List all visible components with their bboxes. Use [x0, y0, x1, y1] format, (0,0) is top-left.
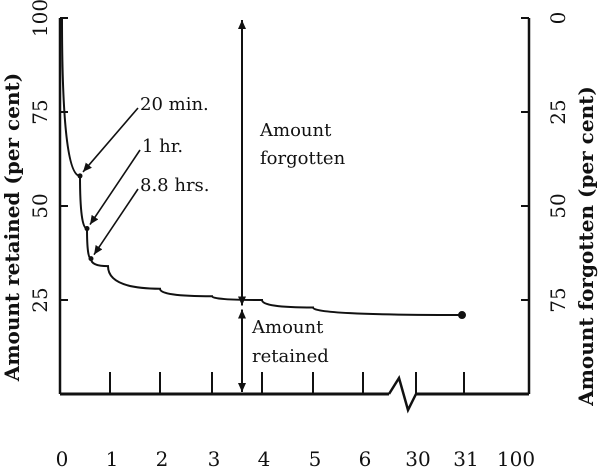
curve-end-marker [458, 311, 466, 320]
x-tick-label: 100 [497, 447, 535, 471]
x-axis-break [387, 374, 418, 414]
x-tick-label: 30 [405, 447, 430, 471]
annotation-retained-line2: retained [252, 346, 329, 367]
x-tick-label: 3 [208, 447, 221, 471]
y-tick-label-right: 25 [546, 99, 570, 124]
curve-point [84, 226, 90, 232]
y-axis-title-right: Amount forgotten (per cent) [574, 86, 598, 407]
annotation-forgotten-line1: Amount [259, 120, 332, 141]
x-tick-label: 31 [453, 447, 478, 471]
annotation-forgotten-line2: forgotten [260, 148, 346, 169]
y-tick-label-left: 25 [28, 287, 52, 312]
y-tick-label-left: 75 [28, 99, 52, 124]
point-arrow [93, 188, 139, 256]
y-tick-label-left: 50 [28, 193, 52, 218]
x-tick-label: 5 [309, 447, 322, 471]
labels-layer: Amount retained (per cent) Amount forgott… [0, 73, 598, 407]
point-label: 8.8 hrs. [140, 175, 210, 196]
curve-point [88, 256, 94, 262]
point-label: 20 min. [140, 94, 209, 115]
y-tick-label-right: 50 [546, 193, 570, 218]
arrows-layer [82, 20, 246, 392]
annotation-retained-line1: Amount [251, 317, 324, 338]
curve-layer [61, 17, 466, 320]
x-tick-label: 1 [106, 447, 119, 471]
x-tick-label: 4 [258, 447, 271, 471]
curve-point [77, 173, 83, 179]
point-label: 1 hr. [142, 136, 183, 157]
point-arrow [89, 149, 141, 226]
x-tick-label: 6 [359, 447, 372, 471]
y-axis-title-left: Amount retained (per cent) [0, 73, 24, 382]
point-arrow [82, 107, 139, 173]
ticks-layer: 0 1 2 3 4 5 6 30 31 100 25 50 75 100 0 25 50 75 [28, 0, 570, 471]
y-tick-label-right: 75 [546, 287, 570, 312]
y-tick-label-right: 0 [546, 12, 570, 25]
x-tick-label: 2 [156, 447, 169, 471]
y-tick-label-left: 100 [28, 0, 52, 37]
x-tick-label: 0 [56, 447, 69, 471]
